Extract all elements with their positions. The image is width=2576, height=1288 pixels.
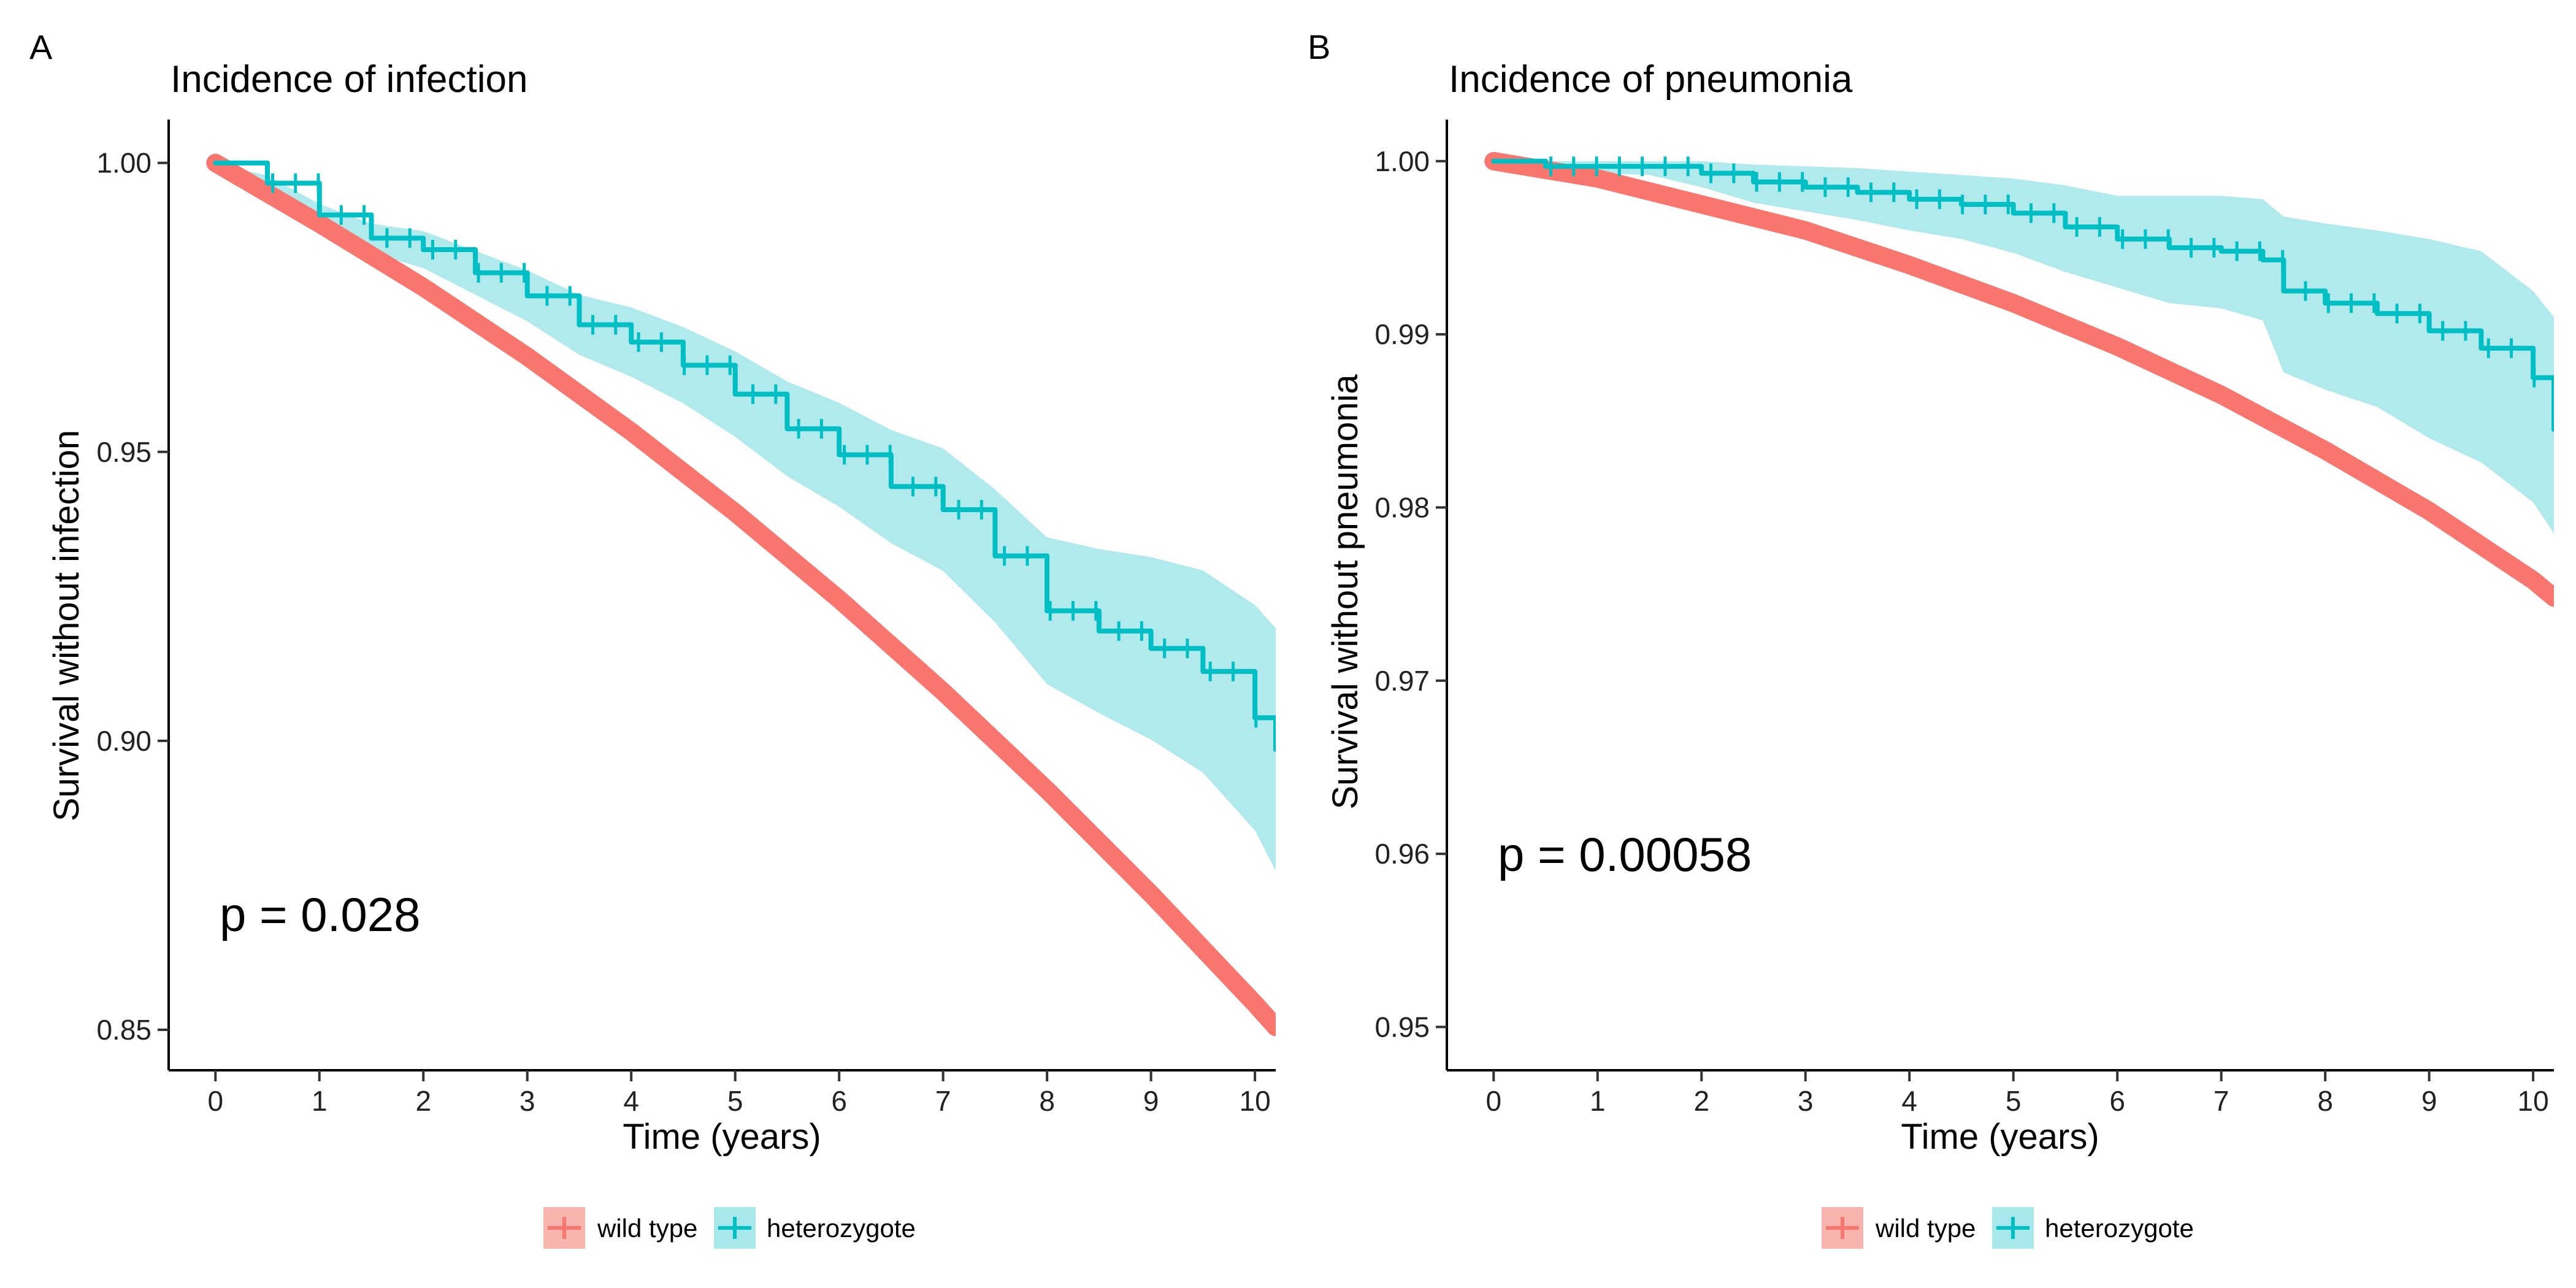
- y-tick-label: 0.85: [96, 1014, 151, 1046]
- x-tick-label: 5: [727, 1085, 743, 1117]
- x-tick-label: 8: [2317, 1085, 2333, 1117]
- panel-b: B Incidence of pneumonia 0 1 2 3 4 5 6 7 8 9 10 0.9…: [1308, 28, 2554, 1249]
- y-tick-label: 1.00: [1374, 145, 1430, 177]
- legend-label-wild-type: wild type: [1875, 1214, 1976, 1243]
- x-axis-title: Time (years): [623, 1117, 821, 1157]
- series-line-heterozygote: [1491, 158, 2554, 432]
- x-tick-label: 6: [2109, 1085, 2125, 1117]
- y-tick-label: 1.00: [96, 147, 151, 179]
- panel-title: Incidence of infection: [171, 58, 528, 101]
- x-tick-label: 1: [1590, 1085, 1606, 1117]
- x-tick-label: 4: [1901, 1085, 1917, 1117]
- panel-letter: A: [29, 28, 53, 66]
- x-tick-label: 9: [2421, 1085, 2437, 1117]
- panel-title: Incidence of pneumonia: [1449, 58, 1853, 101]
- y-tick-label: 0.97: [1374, 665, 1430, 697]
- x-tick-label: 4: [623, 1085, 639, 1117]
- ci-band-heterozygote: [1493, 161, 2554, 534]
- censor-marks-heterozygote: [270, 173, 1258, 728]
- y-tick-label: 0.95: [96, 436, 151, 468]
- plot-area: 0 1 2 3 4 5 6 7 8 9 10 0.85 0.90 0.95 1.00: [96, 120, 1276, 1117]
- x-tick-label: 5: [2006, 1085, 2022, 1117]
- p-value-annotation: p = 0.028: [220, 887, 420, 941]
- panel-letter: B: [1308, 28, 1330, 66]
- panel-a: A Incidence of infection 0 1 2 3 4 5 6 7 8 9 10 0.8…: [29, 28, 1276, 1249]
- x-axis-title: Time (years): [1901, 1117, 2099, 1157]
- x-tick-label: 3: [519, 1085, 535, 1117]
- x-tick-label: 0: [207, 1085, 223, 1117]
- y-tick-label: 0.98: [1374, 491, 1430, 523]
- legend-label-heterozygote: heterozygote: [767, 1214, 916, 1243]
- x-tick-label: 1: [312, 1085, 328, 1117]
- y-tick-label: 0.96: [1374, 838, 1430, 870]
- x-tick-label: 0: [1485, 1085, 1501, 1117]
- legend-label-heterozygote: heterozygote: [2045, 1214, 2194, 1243]
- x-tick-label: 6: [831, 1085, 847, 1117]
- y-tick-label: 0.95: [1374, 1011, 1430, 1043]
- y-axis-title: Survival without infection: [47, 430, 86, 821]
- x-tick-label: 2: [1693, 1085, 1709, 1117]
- legend-label-wild-type: wild type: [597, 1214, 697, 1243]
- series-line-wild-type: [206, 153, 1276, 1037]
- x-tick-label: 3: [1798, 1085, 1814, 1117]
- y-tick-label: 0.99: [1374, 318, 1430, 350]
- x-tick-label: 7: [935, 1085, 951, 1117]
- series-line-wild-type: [1484, 151, 2554, 607]
- data-marks: [206, 153, 1276, 1037]
- data-marks: [1484, 151, 2554, 607]
- y-tick-label: 0.90: [96, 725, 151, 757]
- censor-marks-heterozygote: [1549, 156, 2536, 388]
- plot-area: 0 1 2 3 4 5 6 7 8 9 10 0.95 0.96 0.97 0.98 0.99 1.00: [1374, 120, 2554, 1117]
- x-tick-label: 8: [1039, 1085, 1055, 1117]
- legend: wild type heterozygote: [1822, 1207, 2194, 1249]
- x-tick-label: 7: [2214, 1085, 2229, 1117]
- p-value-annotation: p = 0.00058: [1498, 827, 1752, 881]
- x-tick-label: 10: [1240, 1085, 1271, 1117]
- x-tick-label: 2: [415, 1085, 431, 1117]
- x-tick-label: 9: [1143, 1085, 1159, 1117]
- legend: wild type heterozygote: [543, 1207, 916, 1249]
- x-tick-label: 10: [2518, 1085, 2549, 1117]
- series-line-heterozygote: [213, 160, 1276, 753]
- y-axis-title: Survival without pneumonia: [1325, 374, 1365, 810]
